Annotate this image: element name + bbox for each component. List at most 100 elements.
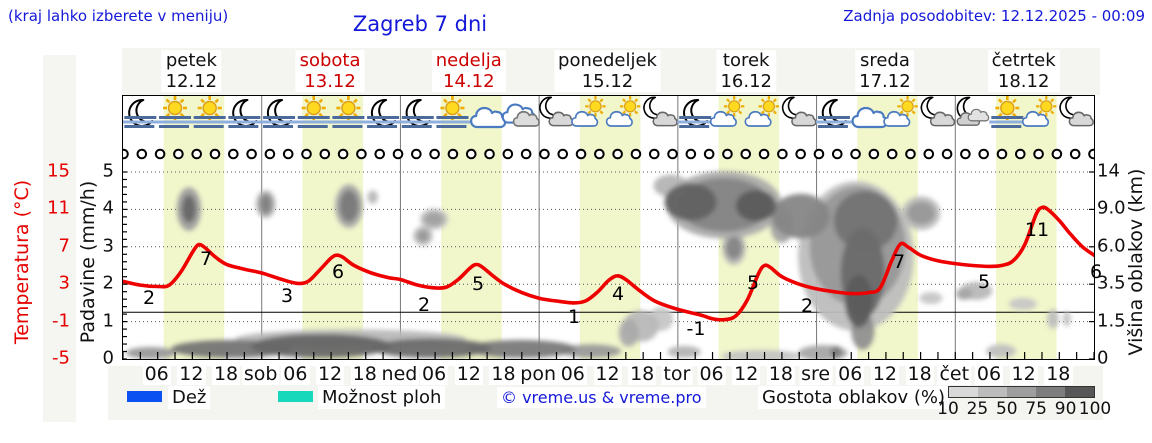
- day-date: 13.12: [304, 71, 356, 92]
- day-date: 18.12: [997, 71, 1050, 92]
- weather-icon-sf: [295, 96, 332, 128]
- precip-axis-tick: 5: [102, 160, 114, 182]
- weather-icon-sc: [605, 96, 641, 127]
- temp-value-label: 2: [417, 294, 431, 316]
- day-name: petek: [165, 50, 217, 71]
- colorbar-tick-label: 25: [966, 399, 989, 419]
- weather-icon-cc: [501, 103, 540, 127]
- cloud-axis-tick: 9.0: [1097, 197, 1126, 219]
- temp-value-label: 2: [142, 287, 156, 309]
- cloud-density-colorbar: [948, 386, 1095, 398]
- x-hour-label: 06: [142, 363, 171, 385]
- cloud-axis-tick: 0: [1097, 347, 1109, 369]
- temp-value-label: 5: [746, 272, 760, 294]
- left-axis-strip: [43, 55, 76, 422]
- x-hour-label: 18: [211, 363, 241, 385]
- temp-axis-tick: 3: [58, 272, 70, 294]
- temp-value-label: 3: [280, 285, 294, 307]
- x-day-abbrev: sob: [241, 363, 280, 385]
- weather-icon-sf: [434, 96, 471, 128]
- temp-value-label: 1: [567, 306, 581, 328]
- cloud-axis-tick: 3.5: [1097, 272, 1126, 294]
- x-day-abbrev: čet: [937, 363, 972, 385]
- page-title: Zagreb 7 dni: [352, 12, 488, 36]
- x-hour-label: 18: [489, 363, 518, 385]
- temp-value-label: 6: [1089, 261, 1103, 283]
- day-name: četrtek: [991, 50, 1056, 71]
- colorbar-cell: [1065, 387, 1094, 397]
- plot-area: [122, 95, 1095, 360]
- cloud-density-label: Gostota oblakov (%): [758, 386, 950, 409]
- weather-icon-sc: [744, 96, 780, 127]
- x-hour-label: 12: [732, 363, 761, 385]
- temperature-axis-title: Temperatura (°C): [11, 179, 33, 345]
- day-header-label: četrtek 18.12: [987, 50, 1060, 92]
- colorbar-tick-label: 100: [1078, 399, 1112, 419]
- x-hour-label: 06: [281, 363, 310, 385]
- x-hour-label: 18: [766, 363, 795, 385]
- cloud-density-layer: [125, 171, 1071, 359]
- weather-icon-mc: [643, 96, 678, 127]
- day-date: 15.12: [581, 71, 634, 92]
- weather-icon-mc: [539, 96, 574, 127]
- temp-value-label: -1: [686, 318, 706, 340]
- x-hour-label: 12: [454, 363, 483, 385]
- last-update-label: Zadnja posodobitev: 12.12.2025 - 00:09: [843, 7, 1145, 25]
- x-hour-label: 18: [1044, 363, 1073, 385]
- x-hour-label: 12: [1009, 363, 1038, 385]
- showers-legend-swatch: [278, 391, 313, 402]
- weather-icon-sc: [709, 96, 745, 127]
- x-hour-label: 06: [836, 363, 865, 385]
- weather-icon-sf: [191, 96, 228, 128]
- x-day-abbrev: tor: [661, 363, 693, 385]
- temp-value-label: 7: [892, 251, 906, 273]
- temp-axis-tick: 15: [47, 160, 70, 182]
- x-hour-label: 06: [558, 363, 587, 385]
- showers-legend-label: Možnost ploh: [318, 386, 446, 409]
- weather-icon-mc: [920, 96, 956, 127]
- x-hour-label: 06: [420, 363, 449, 385]
- axis-ticks: [123, 171, 1094, 359]
- meteogram-canvas: [123, 96, 1094, 359]
- weather-icon-sf: [330, 96, 367, 128]
- weather-icon-sc: [571, 96, 606, 127]
- temp-value-label: 5: [471, 273, 485, 295]
- weather-icon-mf: [365, 98, 402, 128]
- temp-value-label: 2: [800, 295, 814, 317]
- colorbar-cell: [1036, 387, 1065, 397]
- x-hour-label: 12: [870, 363, 900, 385]
- colorbar-tick-label: 75: [1025, 399, 1048, 419]
- cloud-axis-tick: 6.0: [1097, 235, 1126, 257]
- temp-value-label: 6: [331, 261, 345, 283]
- day-name: sreda: [859, 50, 910, 71]
- weather-icon-mf: [226, 98, 263, 128]
- weather-icon-sc: [883, 96, 918, 127]
- x-hour-label: 06: [974, 363, 1004, 385]
- temperature-line: [123, 205, 1094, 322]
- temp-value-label: 7: [199, 248, 213, 270]
- cloud-axis-tick: 1.5: [1097, 310, 1126, 332]
- weather-icon-mf: [677, 98, 714, 128]
- colorbar-tick-label: 50: [995, 399, 1018, 419]
- cloud-axis-tick: 14: [1097, 160, 1120, 182]
- day-name: sobota: [299, 50, 361, 71]
- precip-axis-tick: 3: [102, 235, 114, 257]
- temp-value-label: 4: [611, 283, 625, 305]
- x-day-abbrev: sre: [799, 363, 833, 385]
- colorbar-cell: [949, 387, 978, 397]
- temp-value-label: 11: [1024, 219, 1050, 241]
- colorbar-cell: [1007, 387, 1036, 397]
- colorbar-cell: [978, 387, 1007, 397]
- x-hour-label: 12: [177, 363, 206, 385]
- copyright-link[interactable]: © vreme.us & vreme.pro: [497, 387, 706, 408]
- precip-axis-tick: 2: [102, 272, 114, 294]
- temp-axis-tick: 7: [58, 235, 70, 257]
- weather-icon-mc: [781, 96, 817, 127]
- day-date: 14.12: [443, 71, 495, 92]
- temp-axis-tick: -5: [52, 347, 70, 369]
- x-hour-label: 12: [315, 363, 345, 385]
- colorbar-tick-label: 90: [1054, 399, 1077, 419]
- weather-icon-mcc: [956, 96, 990, 126]
- temp-axis-tick: 11: [47, 197, 70, 219]
